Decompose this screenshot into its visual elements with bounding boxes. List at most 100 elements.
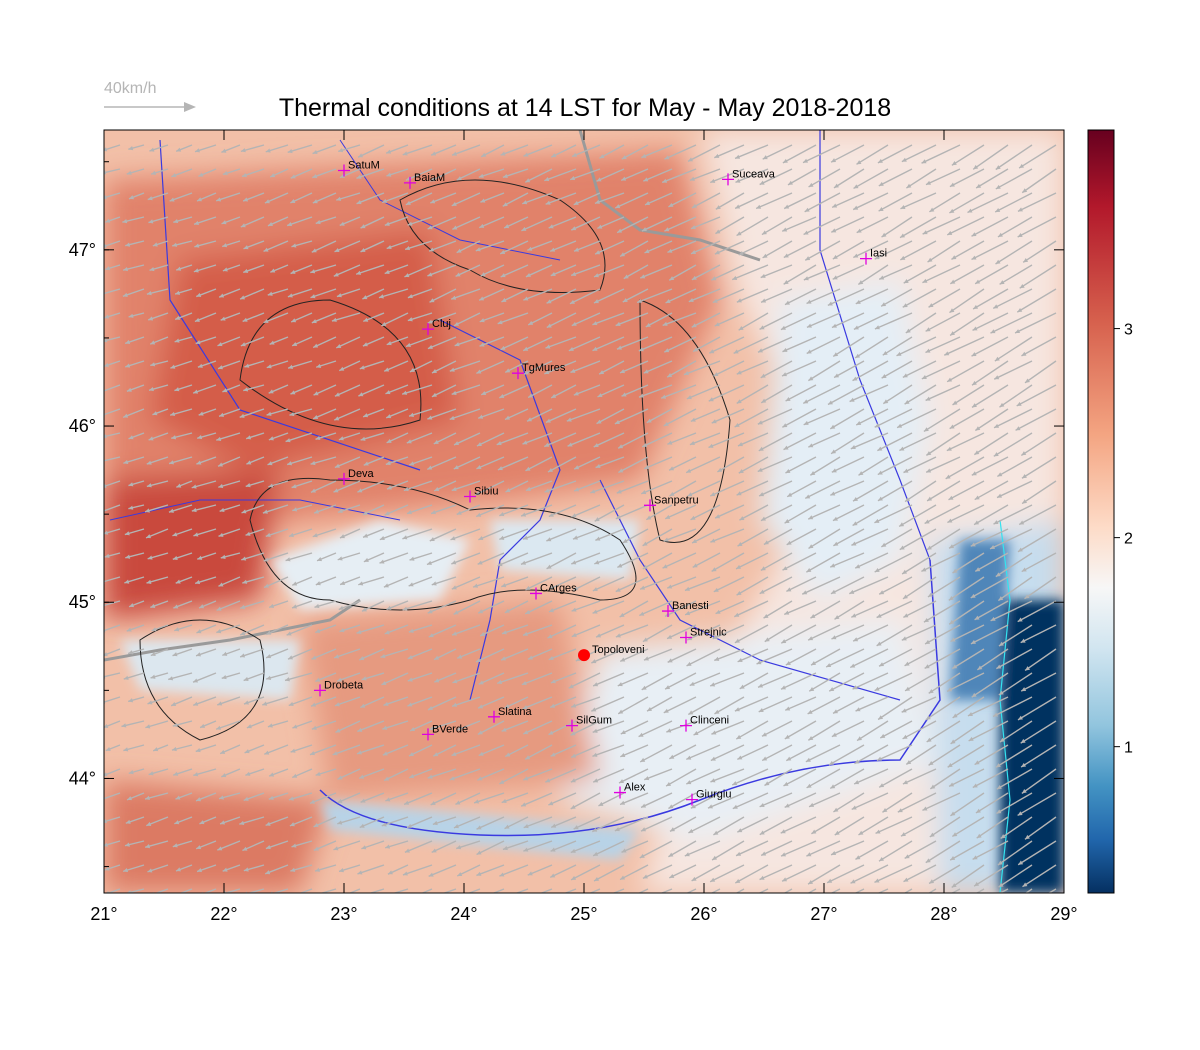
wind-arrow [592, 744, 625, 757]
wind-arrow [803, 216, 841, 236]
wind-arrow-head [831, 635, 837, 640]
wind-arrow-head [593, 682, 599, 687]
wind-arrow [591, 648, 625, 664]
wind-arrow [690, 216, 721, 230]
wind-arrow [876, 744, 913, 762]
wind-arrow-head [478, 680, 484, 685]
wind-arrow-head [973, 304, 979, 309]
wind-arrow-head [454, 441, 460, 446]
wind-arrow-head [128, 770, 134, 775]
wind-arrow [805, 744, 841, 763]
wind-arrow-head [497, 679, 503, 684]
wind-arrow-head [267, 461, 273, 466]
wind-arrow-head [598, 801, 604, 806]
wind-arrow-head [548, 512, 554, 517]
wind-arrow [761, 720, 793, 737]
wind-arrow-head [339, 534, 345, 539]
wind-arrow-head [545, 344, 551, 349]
wind-arrow-head [357, 870, 363, 875]
wind-arrow-head [286, 631, 292, 636]
wind-arrow-head [193, 701, 199, 706]
wind-arrow [639, 744, 673, 763]
wind-arrow-head [221, 773, 227, 778]
wind-arrow [760, 504, 793, 522]
wind-arrow [690, 792, 721, 809]
wind-arrow [667, 432, 697, 445]
wind-arrow-head [922, 806, 928, 811]
wind-arrow-head [950, 739, 956, 744]
wind-arrow-head [808, 515, 814, 520]
wind-arrow-head [384, 630, 390, 635]
wind-arrow-head [901, 636, 907, 641]
wind-arrow-head [761, 851, 767, 856]
wind-arrow-head [193, 389, 199, 394]
wind-arrow [515, 888, 529, 893]
wind-arrow-head [1017, 715, 1023, 720]
wind-arrow-head [736, 564, 742, 569]
wind-arrow-head [292, 604, 298, 609]
wind-arrow-head [710, 492, 716, 497]
wind-arrow [426, 552, 457, 566]
wind-arrow [785, 744, 817, 762]
wind-arrow-head [897, 423, 903, 428]
wind-arrow-head [738, 250, 744, 255]
wind-arrow-head [221, 674, 227, 680]
wind-arrow-head [171, 173, 177, 178]
wind-arrow-head [713, 830, 719, 835]
wind-arrow-head [763, 540, 769, 545]
wind-arrow-head [240, 604, 246, 610]
wind-arrow [995, 144, 1033, 171]
wind-arrow-head [948, 495, 954, 500]
station-label: BVerde [432, 723, 468, 735]
wind-arrow-head [904, 399, 910, 405]
wind-arrow-head [194, 243, 200, 248]
wind-arrow-head [592, 752, 598, 757]
wind-arrow [1020, 720, 1057, 744]
wind-arrow-head [241, 509, 247, 514]
wind-arrow-head [430, 510, 436, 515]
wind-arrow-head [1016, 401, 1022, 406]
wind-arrow-head [882, 350, 888, 356]
station-label: SatuM [348, 160, 380, 172]
wind-arrow-head [714, 153, 720, 158]
wind-arrow-head [995, 763, 1001, 768]
wind-arrow-head [384, 269, 390, 275]
wind-arrow-head [732, 275, 738, 280]
wind-arrow [525, 456, 553, 472]
wind-arrow-head [551, 393, 557, 398]
wind-arrow [832, 336, 865, 358]
wind-arrow-head [642, 637, 648, 642]
wind-arrow [711, 720, 745, 735]
wind-arrow [664, 216, 697, 232]
wind-arrow-head [476, 369, 482, 374]
wind-arrow [1017, 696, 1057, 721]
wind-arrow-head [809, 687, 815, 692]
wind-arrow [761, 216, 793, 236]
y-tick-label: 44° [69, 768, 96, 788]
wind-arrow [717, 456, 745, 473]
wind-arrow-head [879, 590, 885, 595]
wind-arrow [760, 384, 793, 404]
wind-arrow [475, 504, 505, 518]
wind-arrow [666, 624, 697, 640]
wind-arrow [735, 552, 769, 570]
wind-arrow [806, 768, 841, 789]
wind-arrow-head [810, 471, 816, 476]
wind-arrow-head [195, 580, 201, 585]
wind-arrow [904, 384, 937, 405]
wind-arrow [927, 240, 961, 263]
wind-arrow-head [735, 878, 741, 884]
wind-arrow-head [849, 397, 855, 402]
wind-arrow [967, 696, 1009, 717]
wind-arrow [878, 768, 913, 788]
wind-arrow-head [999, 737, 1005, 743]
wind-arrow [449, 768, 481, 781]
wind-arrow [926, 480, 961, 502]
wind-arrow [972, 144, 1009, 170]
wind-arrow-head [122, 292, 128, 297]
wind-arrow-head [334, 416, 340, 421]
wind-arrow [598, 360, 625, 375]
wind-arrow-head [902, 594, 908, 599]
wind-arrow-head [857, 736, 863, 741]
wind-arrow-head [544, 488, 550, 493]
